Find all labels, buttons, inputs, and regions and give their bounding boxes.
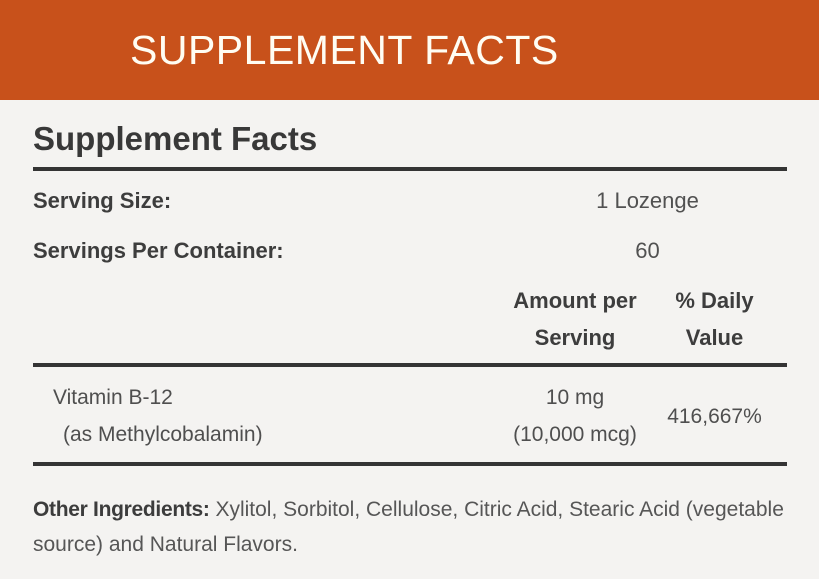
table-row: Vitamin B-12 (as Methylcobalamin) 10 mg … (33, 367, 787, 462)
supplement-facts-banner: SUPPLEMENT FACTS (0, 0, 819, 100)
other-ingredients-label: Other Ingredients: (33, 498, 210, 521)
servings-per-container-label: Servings Per Container: (33, 238, 284, 263)
nutrient-source: (as Methylcobalamin) (63, 423, 263, 446)
header-divider (33, 363, 787, 367)
title-divider (33, 167, 787, 171)
other-ingredients: Other Ingredients: Xylitol, Sorbitol, Ce… (33, 492, 787, 562)
nutrient-amount-cell: 10 mg (10,000 mcg) (508, 379, 642, 453)
servings-per-container-value: 60 (635, 238, 660, 263)
servings-per-container-row: Servings Per Container: 60 (33, 238, 787, 264)
nutrient-amount-alt: (10,000 mcg) (513, 423, 637, 446)
table-header-spacer (33, 282, 508, 356)
serving-size-label: Serving Size: (33, 188, 172, 213)
nutrient-amount: 10 mg (545, 386, 605, 409)
daily-value-header: % Daily Value (642, 282, 787, 356)
table-header-row: Amount per Serving % Daily Value (33, 282, 787, 356)
amount-header-line2: Serving (534, 325, 616, 350)
row-divider (33, 462, 787, 466)
nutrient-name: Vitamin B-12 (53, 386, 173, 409)
supplement-facts-panel: Supplement Facts Serving Size: 1 Lozenge… (33, 120, 787, 562)
serving-size-row: Serving Size: 1 Lozenge (33, 188, 787, 214)
daily-value-header-line1: % Daily (675, 288, 754, 313)
nutrient-daily-value: 416,667% (667, 404, 762, 428)
other-ingredients-text: Xylitol, Sorbitol, Cellulose, Citric Aci… (33, 498, 784, 556)
nutrient-name-cell: Vitamin B-12 (as Methylcobalamin) (33, 379, 508, 453)
serving-size-value: 1 Lozenge (596, 188, 699, 213)
banner-title: SUPPLEMENT FACTS (130, 26, 559, 73)
nutrient-daily-value-cell: 416,667% (642, 379, 787, 453)
amount-header-line1: Amount per (513, 288, 637, 313)
amount-per-serving-header: Amount per Serving (508, 282, 642, 356)
panel-title: Supplement Facts (33, 120, 318, 157)
daily-value-header-line2: Value (685, 325, 744, 350)
